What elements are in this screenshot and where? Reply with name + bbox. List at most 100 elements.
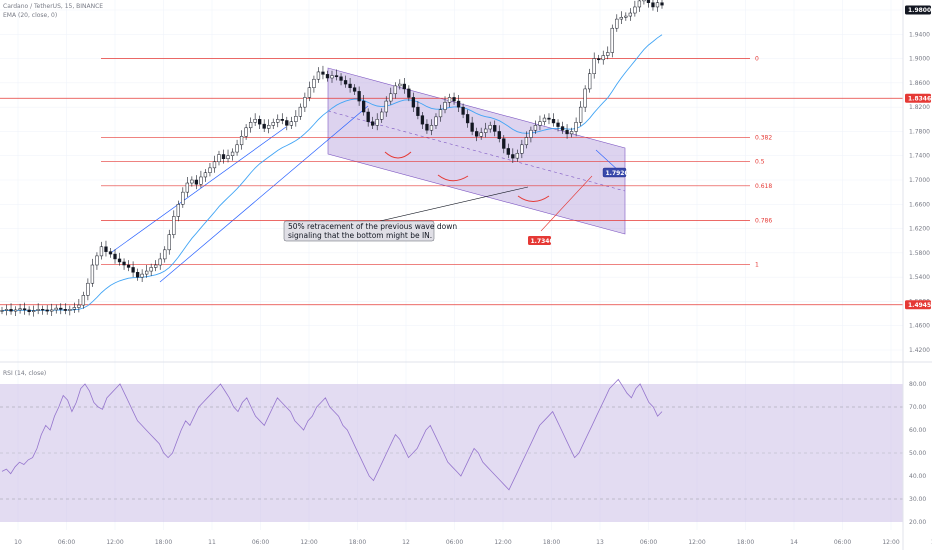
candle-body (172, 216, 176, 235)
axis-price-badge-bg (905, 300, 931, 310)
rsi-tick-label: 80.00 (909, 381, 926, 388)
price-tick-label: 1.9000 (909, 56, 930, 63)
candle-body (158, 258, 162, 266)
candle-body (312, 78, 316, 88)
time-tick-label: 18:00 (737, 539, 754, 546)
rsi-legend[interactable]: RSI (14, close) (3, 370, 46, 377)
candle-body (389, 93, 393, 102)
candle-body (95, 255, 99, 266)
candle-body (380, 111, 384, 120)
candle-body (628, 12, 633, 17)
up-channel-upper[interactable] (111, 126, 287, 253)
price-tick-label: 1.8200 (909, 104, 930, 111)
candle-body (68, 309, 72, 311)
candle-body (294, 116, 298, 122)
candle-body (298, 106, 303, 117)
candle-body (122, 261, 126, 266)
up-channel-lower[interactable] (159, 105, 369, 283)
ema-line (1, 34, 663, 311)
descending-channel[interactable] (327, 67, 626, 235)
candle-body (438, 109, 443, 118)
ema-legend[interactable]: EMA (20, close, 0) (3, 12, 57, 19)
time-tick-label: 18:00 (543, 539, 560, 546)
candle-body (131, 267, 135, 273)
candle-body (456, 100, 461, 108)
candle-body (416, 106, 420, 116)
candle-body (108, 251, 113, 255)
candle-body (357, 91, 361, 102)
candles (0, 0, 664, 317)
candle-body (655, 2, 660, 8)
price-tick-label: 1.7000 (909, 177, 930, 184)
candle-body (488, 125, 492, 130)
candle-body (72, 307, 76, 310)
candle-body (203, 172, 208, 178)
candle-body (429, 125, 434, 131)
badge-1-7340-bg (528, 236, 551, 245)
candle-body (624, 15, 628, 18)
time-tick-label: 12:00 (688, 539, 705, 546)
candle-body (176, 204, 180, 217)
candle-body (407, 88, 411, 98)
time-tick-label: 10 (14, 539, 22, 546)
candle-body (506, 148, 510, 155)
candle-body (36, 309, 40, 311)
candle-body (502, 138, 506, 149)
candle-body (646, 0, 651, 3)
candle-body (520, 144, 524, 154)
candle-body (461, 106, 465, 115)
rsi-tick-label: 70.00 (909, 404, 926, 411)
rsi-polyline (1, 378, 663, 491)
candle-body (529, 129, 533, 138)
time-tick-label: 18:00 (155, 539, 172, 546)
candle-body (551, 119, 556, 124)
price-tick-label: 1.5400 (909, 274, 930, 281)
candle-body (547, 117, 551, 120)
candle-body (402, 83, 406, 90)
candle-body (316, 71, 321, 80)
candle-body (592, 58, 596, 75)
candle-body (280, 119, 284, 121)
candle-body (163, 249, 167, 260)
bottom-arc-1 (384, 151, 412, 159)
candle-body (239, 136, 244, 146)
candle-body (610, 27, 614, 53)
rsi-tick-label: 20.00 (909, 519, 926, 526)
time-axis[interactable]: 10 06:00 12:00 18:00 11 06:00 12:00 18:00 12 06:0… (14, 539, 932, 546)
candle-body (77, 304, 81, 308)
candle-body (99, 246, 104, 257)
candle-body (560, 126, 565, 131)
candle-body (588, 73, 592, 90)
time-tick-label: 06:00 (640, 539, 657, 546)
time-tick-label: 06:00 (252, 539, 269, 546)
time-tick-label: 06:00 (446, 539, 463, 546)
symbol-legend[interactable]: Cardano / TetherUS, 15, BINANCE (3, 3, 103, 10)
bottom-arc-3 (517, 195, 550, 202)
fib-level-label: 0.382 (755, 134, 772, 141)
candle-body (285, 120, 289, 126)
candle-body (569, 131, 574, 135)
rsi-axis[interactable]: 80.00 70.00 60.00 50.00 40.00 30.00 20.00 (909, 381, 926, 526)
candle-body (533, 125, 538, 131)
candle-body (258, 119, 262, 125)
candle-body (597, 58, 601, 61)
candle-body (9, 309, 13, 312)
candle-body (633, 6, 637, 14)
candle-body (86, 282, 90, 296)
candle-body (425, 123, 429, 131)
candle-body (660, 2, 664, 6)
candle-body (13, 309, 18, 312)
candle-body (63, 309, 67, 311)
badge-1-7920: 1.7920 (606, 170, 629, 177)
candle-body (578, 106, 583, 123)
candle-body (493, 125, 497, 132)
annotation-box[interactable] (283, 220, 435, 242)
time-tick-label: 12:00 (882, 539, 899, 546)
candle-body (167, 234, 171, 251)
candle-body (226, 155, 230, 159)
fib-level-label: 0.5 (755, 159, 765, 166)
price-tick-label: 1.7800 (909, 128, 930, 135)
candle-body (393, 85, 397, 95)
